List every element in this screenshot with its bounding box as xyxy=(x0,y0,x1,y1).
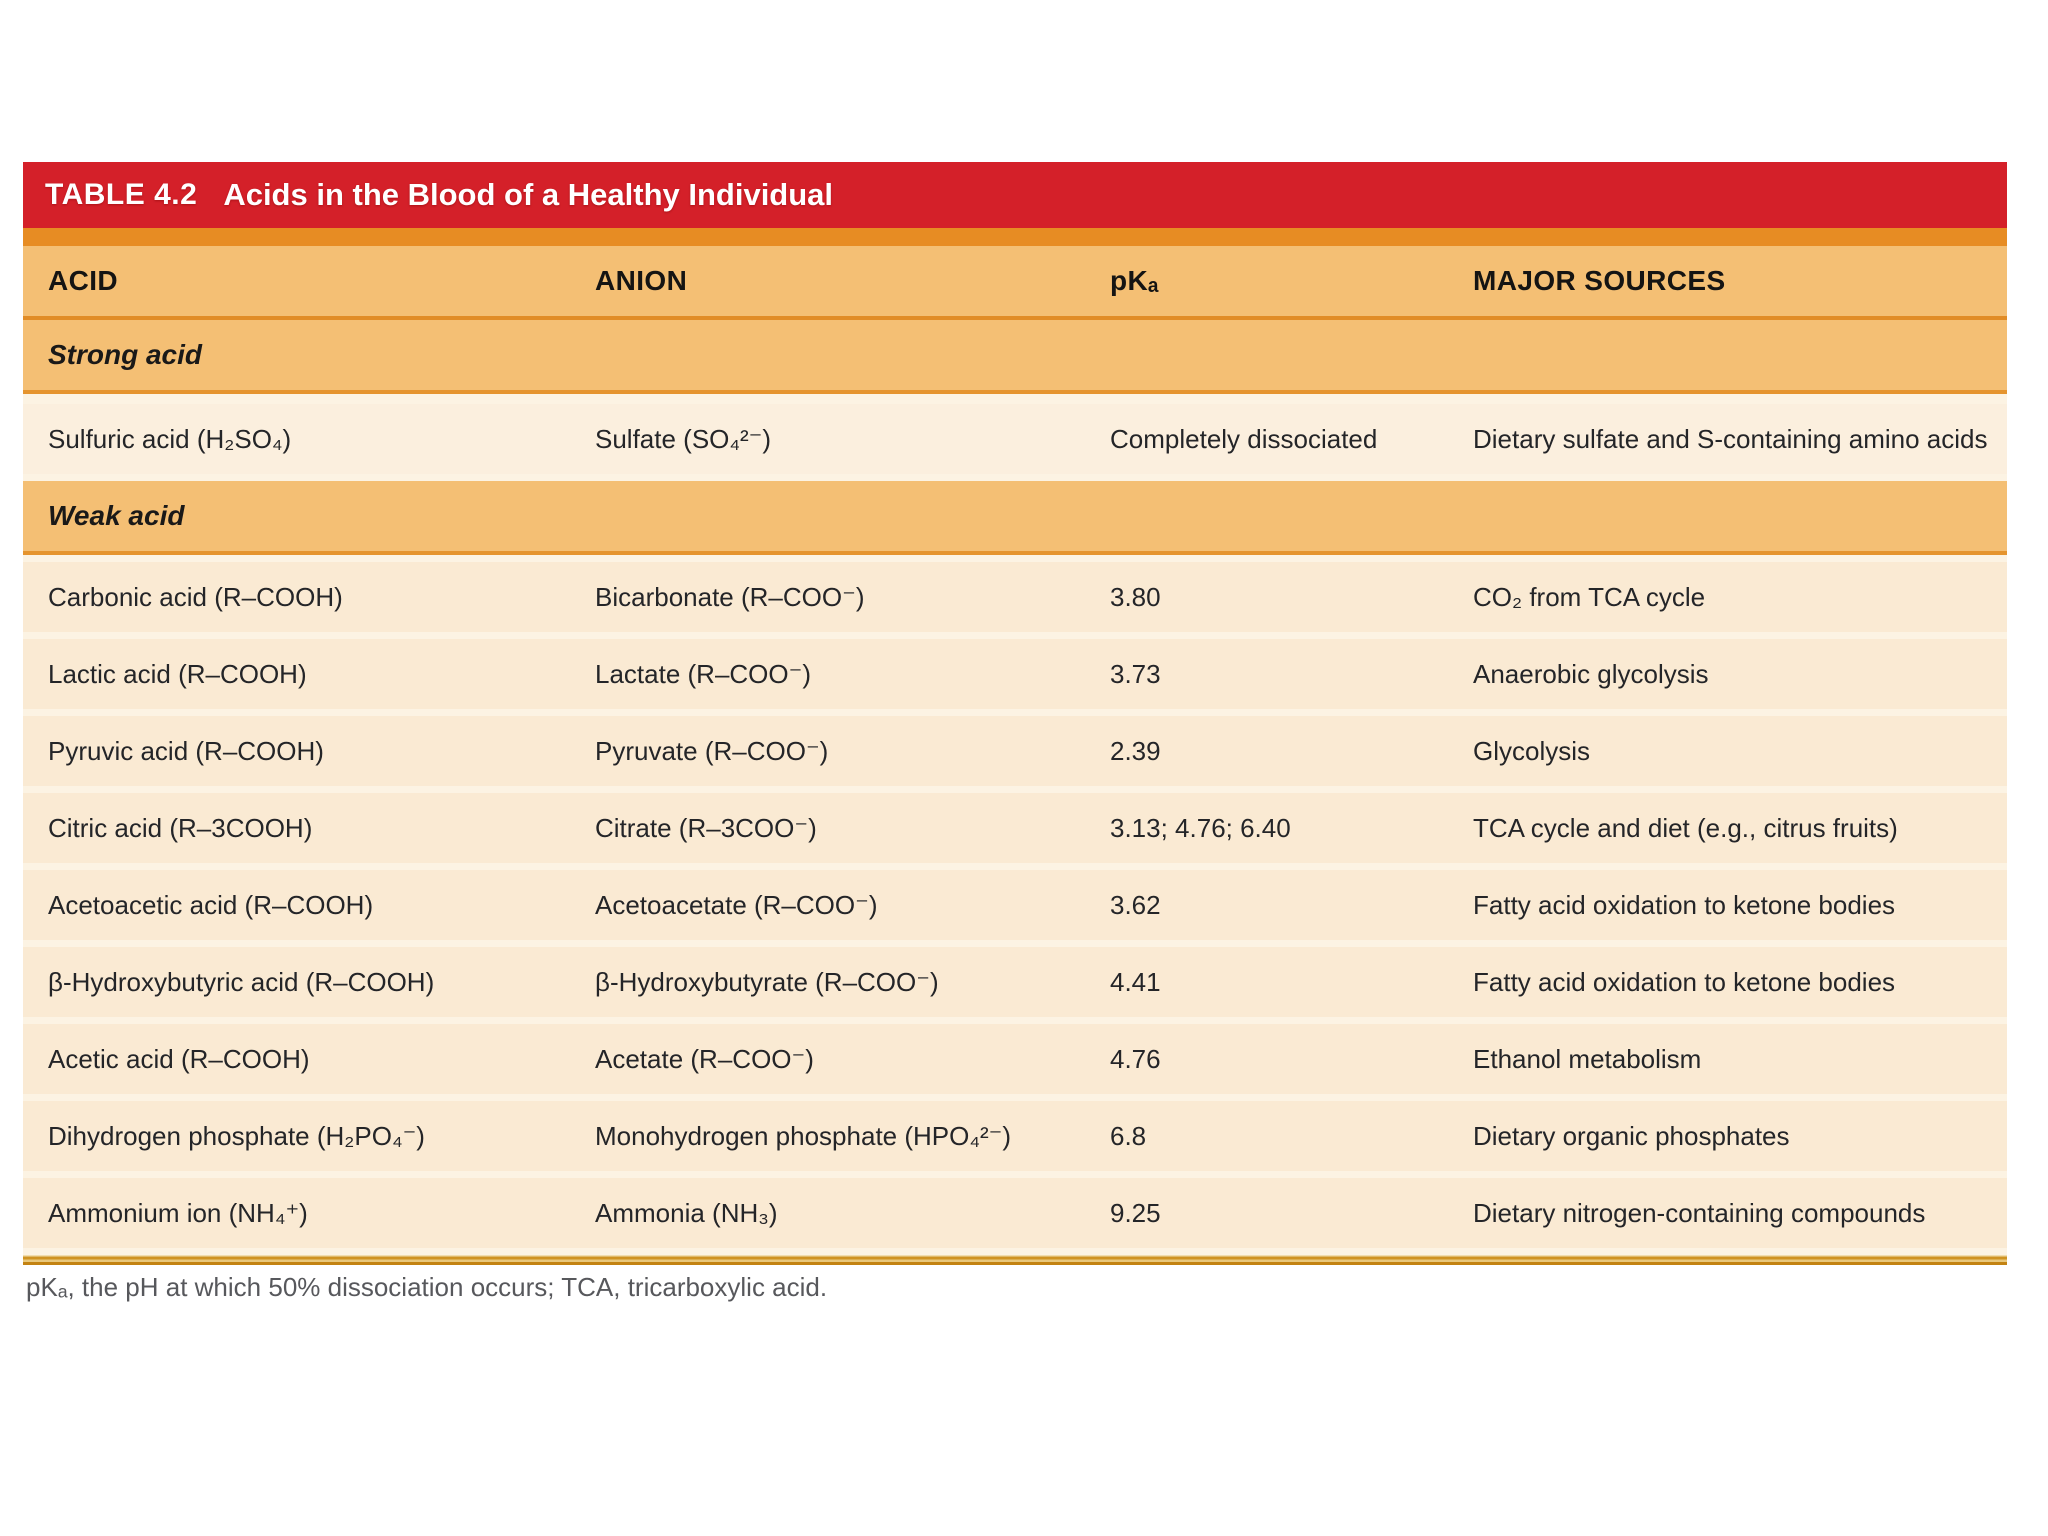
anion-cell: Monohydrogen phosphate (HPO₄²⁻) xyxy=(595,1120,1011,1151)
anion-cell: Acetate (R–COO⁻) xyxy=(595,1043,814,1074)
column-header-acid: ACID xyxy=(48,265,119,296)
accent-strip xyxy=(23,228,2007,246)
column-header-anion: ANION xyxy=(595,265,688,296)
table-row-sulfuric: Sulfuric acid (H₂SO₄) Sulfate (SO₄²⁻) Co… xyxy=(23,404,2007,474)
anion-cell: Acetoacetate (R–COO⁻) xyxy=(595,889,878,920)
source-cell: TCA cycle and diet (e.g., citrus fruits) xyxy=(1473,812,1898,843)
source-cell: Dietary sulfate and S-containing amino a… xyxy=(1473,423,1988,454)
pka-cell: 9.25 xyxy=(1110,1197,1161,1228)
acid-cell: Acetic acid (R–COOH) xyxy=(48,1043,310,1074)
pka-cell: 4.76 xyxy=(1110,1043,1161,1074)
table-row-pyruvic: Pyruvic acid (R–COOH) Pyruvate (R–COO⁻) … xyxy=(23,716,2007,786)
pka-cell: 2.39 xyxy=(1110,735,1161,766)
acid-cell: Lactic acid (R–COOH) xyxy=(48,658,307,689)
table-row-ammonium: Ammonium ion (NH₄⁺) Ammonia (NH₃) 9.25 D… xyxy=(23,1178,2007,1248)
table-row-acetoacetic: Acetoacetic acid (R–COOH) Acetoacetate (… xyxy=(23,870,2007,940)
acid-cell: Sulfuric acid (H₂SO₄) xyxy=(48,423,292,454)
acid-cell: Dihydrogen phosphate (H₂PO₄⁻) xyxy=(48,1120,425,1151)
column-header-pka: pKₐ xyxy=(1110,265,1160,296)
pka-cell: 3.80 xyxy=(1110,581,1161,612)
source-cell: Dietary organic phosphates xyxy=(1473,1120,1790,1151)
table-row-carbonic: Carbonic acid (R–COOH) Bicarbonate (R–CO… xyxy=(23,562,2007,632)
anion-cell: Bicarbonate (R–COO⁻) xyxy=(595,581,865,612)
source-cell: Fatty acid oxidation to ketone bodies xyxy=(1473,966,1896,997)
acid-cell: β-Hydroxybutyric acid (R–COOH) xyxy=(48,966,435,997)
anion-cell: Sulfate (SO₄²⁻) xyxy=(595,423,772,454)
acid-cell: Acetoacetic acid (R–COOH) xyxy=(48,889,374,920)
table-row-beta-hydroxybutyric: β-Hydroxybutyric acid (R–COOH) β-Hydroxy… xyxy=(23,947,2007,1017)
section-label: Weak acid xyxy=(48,500,185,531)
source-cell: Ethanol metabolism xyxy=(1473,1043,1702,1074)
pka-cell: 6.8 xyxy=(1110,1120,1147,1151)
pka-cell: Completely dissociated xyxy=(1110,423,1378,454)
table-title-bar: TABLE 4.2 Acids in the Blood of a Health… xyxy=(23,162,2007,228)
column-header-major-sources: MAJOR SOURCES xyxy=(1473,265,1726,296)
table-footnote: pKₐ, the pH at which 50% dissociation oc… xyxy=(26,1272,828,1302)
anion-cell: Citrate (R–3COO⁻) xyxy=(595,812,817,843)
acid-cell: Carbonic acid (R–COOH) xyxy=(48,581,343,612)
anion-cell: Ammonia (NH₃) xyxy=(595,1197,778,1228)
table-row-dihydrogen-phosphate: Dihydrogen phosphate (H₂PO₄⁻) Monohydrog… xyxy=(23,1101,2007,1171)
table-row-acetic: Acetic acid (R–COOH) Acetate (R–COO⁻) 4.… xyxy=(23,1024,2007,1094)
source-cell: CO₂ from TCA cycle xyxy=(1473,581,1706,612)
table-number: TABLE 4.2 xyxy=(45,178,198,211)
table-bottom-rule xyxy=(23,1255,2007,1265)
acids-table: TABLE 4.2 Acids in the Blood of a Health… xyxy=(23,162,2007,1265)
section-label: Strong acid xyxy=(48,339,203,370)
anion-cell: β-Hydroxybutyrate (R–COO⁻) xyxy=(595,966,939,997)
table-title: Acids in the Blood of a Healthy Individu… xyxy=(223,177,834,212)
source-cell: Glycolysis xyxy=(1473,735,1591,766)
source-cell: Fatty acid oxidation to ketone bodies xyxy=(1473,889,1896,920)
anion-cell: Lactate (R–COO⁻) xyxy=(595,658,812,689)
table-row-lactic: Lactic acid (R–COOH) Lactate (R–COO⁻) 3.… xyxy=(23,639,2007,709)
source-cell: Dietary nitrogen-containing compounds xyxy=(1473,1197,1926,1228)
pka-cell: 3.13; 4.76; 6.40 xyxy=(1110,812,1291,843)
pka-cell: 3.73 xyxy=(1110,658,1161,689)
anion-cell: Pyruvate (R–COO⁻) xyxy=(595,735,829,766)
acid-cell: Citric acid (R–3COOH) xyxy=(48,812,313,843)
table-row-citric: Citric acid (R–3COOH) Citrate (R–3COO⁻) … xyxy=(23,793,2007,863)
column-header-row: ACID ANION pKₐ MAJOR SOURCES xyxy=(23,246,2007,320)
pka-cell: 4.41 xyxy=(1110,966,1161,997)
section-header-strong-acid: Strong acid xyxy=(23,320,2007,394)
acid-cell: Pyruvic acid (R–COOH) xyxy=(48,735,324,766)
acid-cell: Ammonium ion (NH₄⁺) xyxy=(48,1197,308,1228)
section-header-weak-acid: Weak acid xyxy=(23,481,2007,555)
pka-cell: 3.62 xyxy=(1110,889,1161,920)
source-cell: Anaerobic glycolysis xyxy=(1473,658,1709,689)
